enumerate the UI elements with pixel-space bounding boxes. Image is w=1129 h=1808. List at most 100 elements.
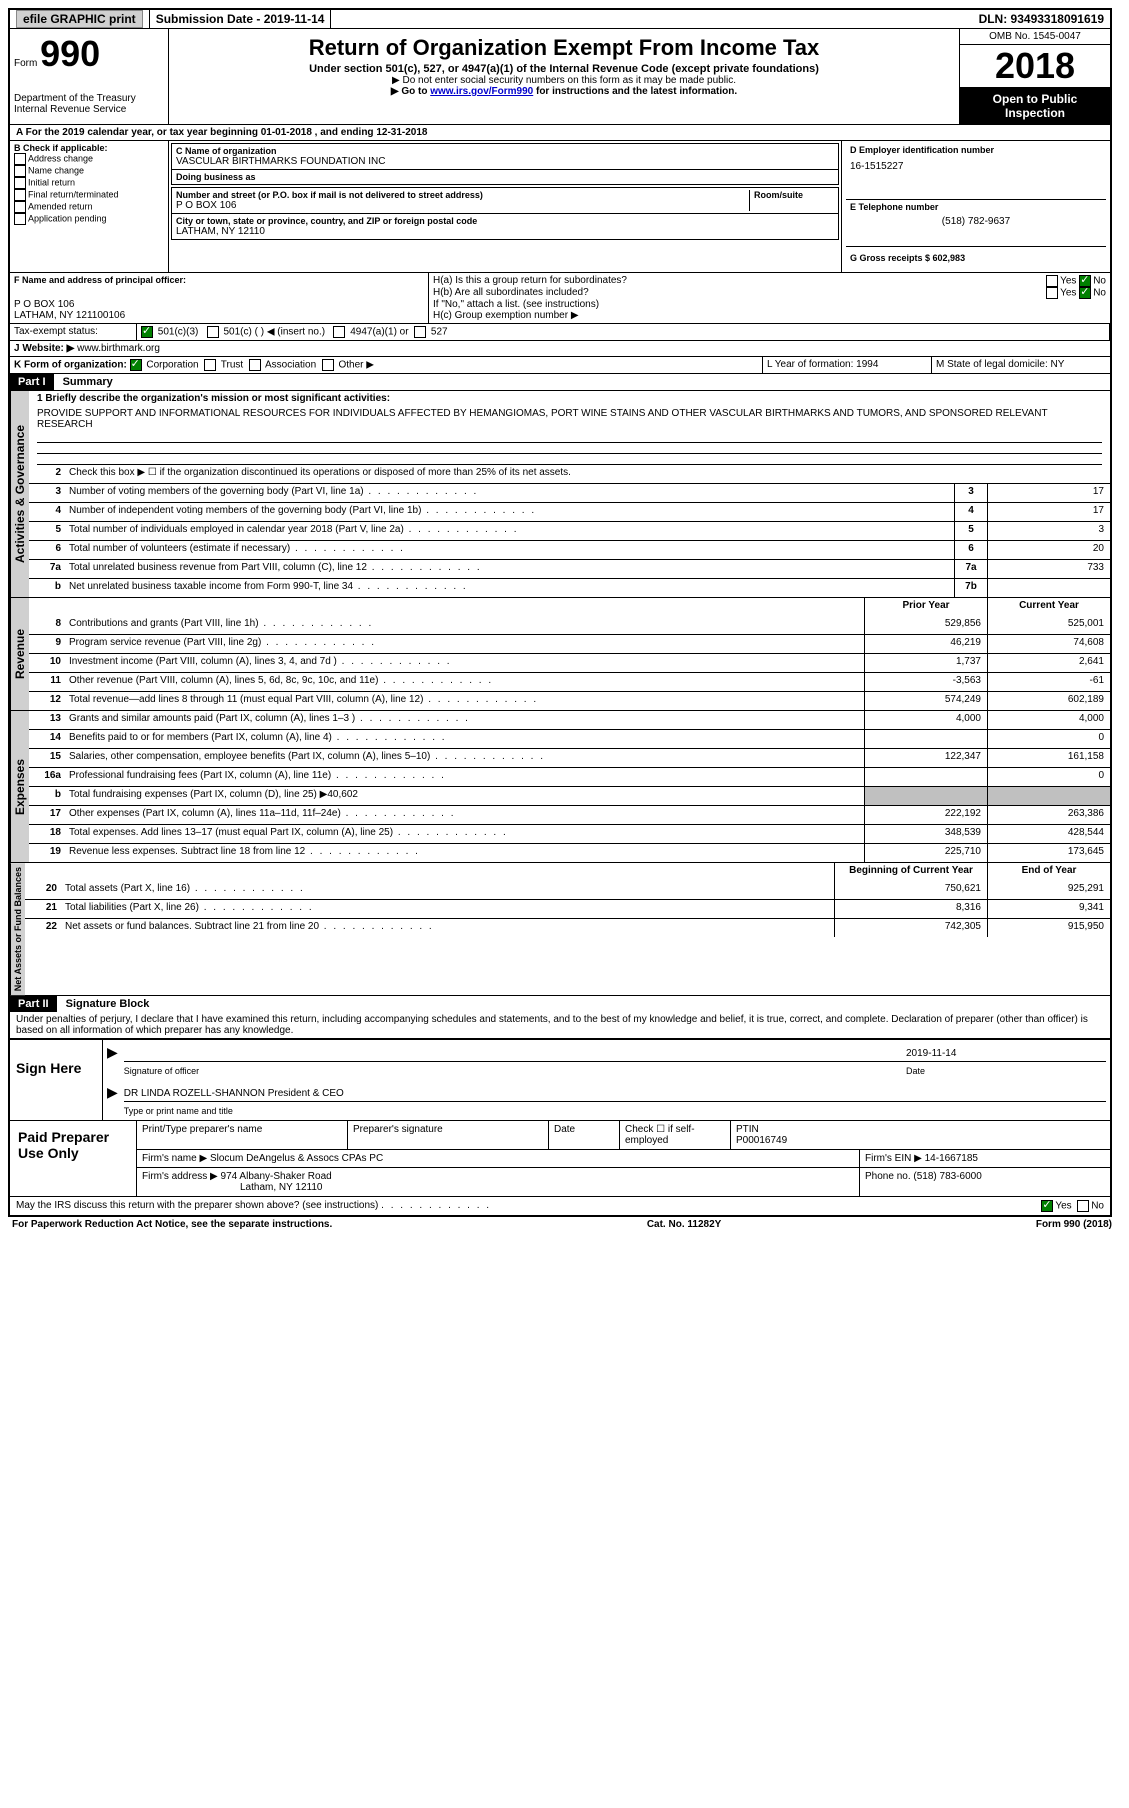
section-b-label: B Check if applicable: [14, 143, 164, 153]
checkbox-address-change[interactable] [14, 153, 26, 165]
col-end: End of Year [987, 863, 1110, 881]
checkbox-final[interactable] [14, 189, 26, 201]
checkbox-name-change[interactable] [14, 165, 26, 177]
city-value: LATHAM, NY 12110 [176, 226, 834, 237]
cb-501c[interactable] [207, 326, 219, 338]
state-domicile: M State of legal domicile: NY [932, 357, 1110, 373]
part2-title: Signature Block [60, 998, 150, 1010]
part1-header: Part I [10, 374, 54, 390]
revenue-row: 11Other revenue (Part VIII, column (A), … [29, 672, 1110, 691]
arrow-icon-2: ▶ [107, 1084, 118, 1116]
netasset-row: 20Total assets (Part X, line 16)750,6219… [25, 881, 1110, 899]
firm-phone: (518) 783-6000 [913, 1171, 981, 1182]
ha-yes[interactable] [1046, 275, 1058, 287]
year-formation: L Year of formation: 1994 [763, 357, 932, 373]
city-label: City or town, state or province, country… [176, 216, 834, 226]
opt-other: Other ▶ [338, 360, 373, 371]
discuss-no[interactable] [1077, 1200, 1089, 1212]
phone-value: (518) 782-9637 [850, 212, 1102, 227]
cb-4947[interactable] [333, 326, 345, 338]
sig-name-label: Type or print name and title [124, 1106, 1106, 1116]
prep-name-label: Print/Type preparer's name [137, 1121, 348, 1149]
part1-title: Summary [57, 376, 113, 388]
form-header: Form 990 Department of the Treasury Inte… [10, 29, 1110, 124]
form-title: Return of Organization Exempt From Incom… [173, 35, 955, 61]
firm-ein-label: Firm's EIN ▶ [865, 1153, 922, 1164]
side-governance: Activities & Governance [10, 391, 29, 597]
arrow-icon: ▶ [107, 1044, 118, 1076]
cb-other[interactable] [322, 359, 334, 371]
efile-print-button[interactable]: efile GRAPHIC print [16, 10, 143, 28]
opt-501c: 501(c) ( ) ◀ (insert no.) [223, 327, 325, 338]
form-number: 990 [40, 33, 100, 74]
public-inspection: Open to Public Inspection [960, 88, 1110, 124]
sig-date-label: Date [906, 1066, 1106, 1076]
firm-addr2: Latham, NY 12110 [142, 1182, 322, 1193]
opt-corp: Corporation [146, 360, 198, 371]
form-990-container: efile GRAPHIC print Submission Date - 20… [8, 8, 1112, 1217]
room-label: Room/suite [749, 190, 834, 211]
website-label: J Website: ▶ [14, 343, 74, 354]
col-prior: Prior Year [864, 598, 987, 616]
cb-label-4: Amended return [28, 201, 93, 211]
expense-row: 15Salaries, other compensation, employee… [29, 748, 1110, 767]
checkbox-amended[interactable] [14, 201, 26, 213]
ein-value: 16-1515227 [850, 155, 1102, 172]
note-goto-pre: ▶ Go to [391, 86, 430, 97]
gov-row: bNet unrelated business taxable income f… [29, 578, 1110, 597]
officer-addr1: P O BOX 106 [14, 285, 424, 310]
side-expenses: Expenses [10, 711, 29, 862]
expense-row: 17Other expenses (Part IX, column (A), l… [29, 805, 1110, 824]
side-revenue: Revenue [10, 598, 29, 710]
hb-no[interactable] [1079, 287, 1091, 299]
addr-label: Number and street (or P.O. box if mail i… [176, 190, 749, 200]
form-label: Form [14, 58, 37, 69]
footer-left: For Paperwork Reduction Act Notice, see … [12, 1219, 332, 1230]
discuss-label: May the IRS discuss this return with the… [16, 1200, 1041, 1212]
tax-status-label: Tax-exempt status: [10, 324, 137, 340]
netasset-row: 21Total liabilities (Part X, line 26)8,3… [25, 899, 1110, 918]
prep-date-label: Date [549, 1121, 620, 1149]
form-subtitle: Under section 501(c), 527, or 4947(a)(1)… [173, 63, 955, 75]
phone-label: E Telephone number [850, 202, 1102, 212]
officer-addr2: LATHAM, NY 121100106 [14, 310, 424, 321]
footer-right: Form 990 (2018) [1036, 1219, 1112, 1230]
website-value: www.birthmark.org [77, 343, 160, 354]
checkbox-pending[interactable] [14, 213, 26, 225]
firm-ein: 14-1667185 [925, 1153, 978, 1164]
ptin-value: P00016749 [736, 1135, 787, 1146]
hb-note: If "No," attach a list. (see instruction… [433, 299, 1106, 310]
cb-label-2: Initial return [28, 177, 75, 187]
expense-row: 18Total expenses. Add lines 13–17 (must … [29, 824, 1110, 843]
gov-row: 4Number of independent voting members of… [29, 502, 1110, 521]
gross-receipts: G Gross receipts $ 602,983 [850, 253, 965, 263]
sign-here-label: Sign Here [10, 1040, 103, 1120]
cb-527[interactable] [414, 326, 426, 338]
org-name: VASCULAR BIRTHMARKS FOUNDATION INC [176, 156, 834, 167]
gov-row: 7aTotal unrelated business revenue from … [29, 559, 1110, 578]
prep-title: Paid Preparer Use Only [10, 1121, 137, 1196]
discuss-yes[interactable] [1041, 1200, 1053, 1212]
revenue-row: 8Contributions and grants (Part VIII, li… [29, 616, 1110, 634]
revenue-row: 10Investment income (Part VIII, column (… [29, 653, 1110, 672]
dept-label: Department of the Treasury Internal Reve… [14, 93, 164, 115]
cb-assoc[interactable] [249, 359, 261, 371]
hb-yes[interactable] [1046, 287, 1058, 299]
tax-year: 2018 [960, 45, 1110, 88]
footer-mid: Cat. No. 11282Y [647, 1219, 721, 1230]
hc-label: H(c) Group exemption number ▶ [433, 310, 1106, 321]
col-current: Current Year [987, 598, 1110, 616]
cb-corp[interactable] [130, 359, 142, 371]
opt-assoc: Association [265, 360, 316, 371]
submission-date: Submission Date - 2019-11-14 [150, 10, 332, 28]
dln: DLN: 93493318091619 [973, 10, 1110, 28]
expense-row: 14Benefits paid to or for members (Part … [29, 729, 1110, 748]
cb-trust[interactable] [204, 359, 216, 371]
expense-row: 19Revenue less expenses. Subtract line 1… [29, 843, 1110, 862]
cb-501c3[interactable] [141, 326, 153, 338]
irs-link[interactable]: www.irs.gov/Form990 [430, 86, 533, 97]
opt-4947: 4947(a)(1) or [350, 327, 408, 338]
checkbox-initial[interactable] [14, 177, 26, 189]
gov-row: 2Check this box ▶ ☐ if the organization … [29, 465, 1110, 483]
ptin-label: PTIN [736, 1124, 759, 1135]
